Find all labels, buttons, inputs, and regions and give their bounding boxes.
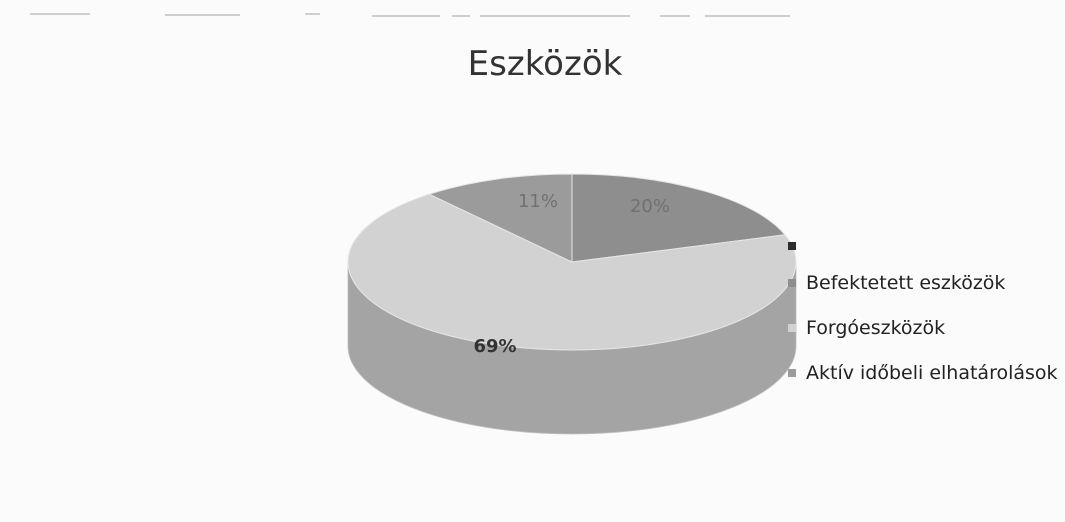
legend-swatch	[788, 242, 796, 250]
chart-legend: Befektetett eszközök Forgóeszközök Aktív i…	[788, 232, 1058, 395]
pie-slice-3	[427, 173, 573, 263]
data-label-3: 11%	[518, 191, 558, 212]
pie-slice-2	[347, 193, 797, 351]
legend-entry	[788, 232, 1058, 260]
legend-label: Aktív időbeli elhatárolások	[806, 361, 1058, 384]
legend-swatch	[788, 323, 796, 332]
legend-entry: Forgóeszközök	[788, 305, 1058, 350]
legend-entry: Aktív időbeli elhatárolások	[788, 350, 1058, 395]
legend-entry: Befektetett eszközök	[788, 260, 1058, 305]
pie-slice-1	[571, 173, 787, 263]
legend-swatch	[788, 278, 796, 287]
data-label-2: 69%	[473, 336, 516, 357]
legend-label: Forgóeszközök	[806, 316, 946, 339]
data-label-1: 20%	[630, 196, 670, 217]
scan-header-noise	[0, 0, 1065, 33]
legend-swatch	[788, 368, 796, 377]
chart-title: Eszközök	[467, 44, 623, 84]
legend-label: Befektetett eszközök	[806, 271, 1006, 294]
